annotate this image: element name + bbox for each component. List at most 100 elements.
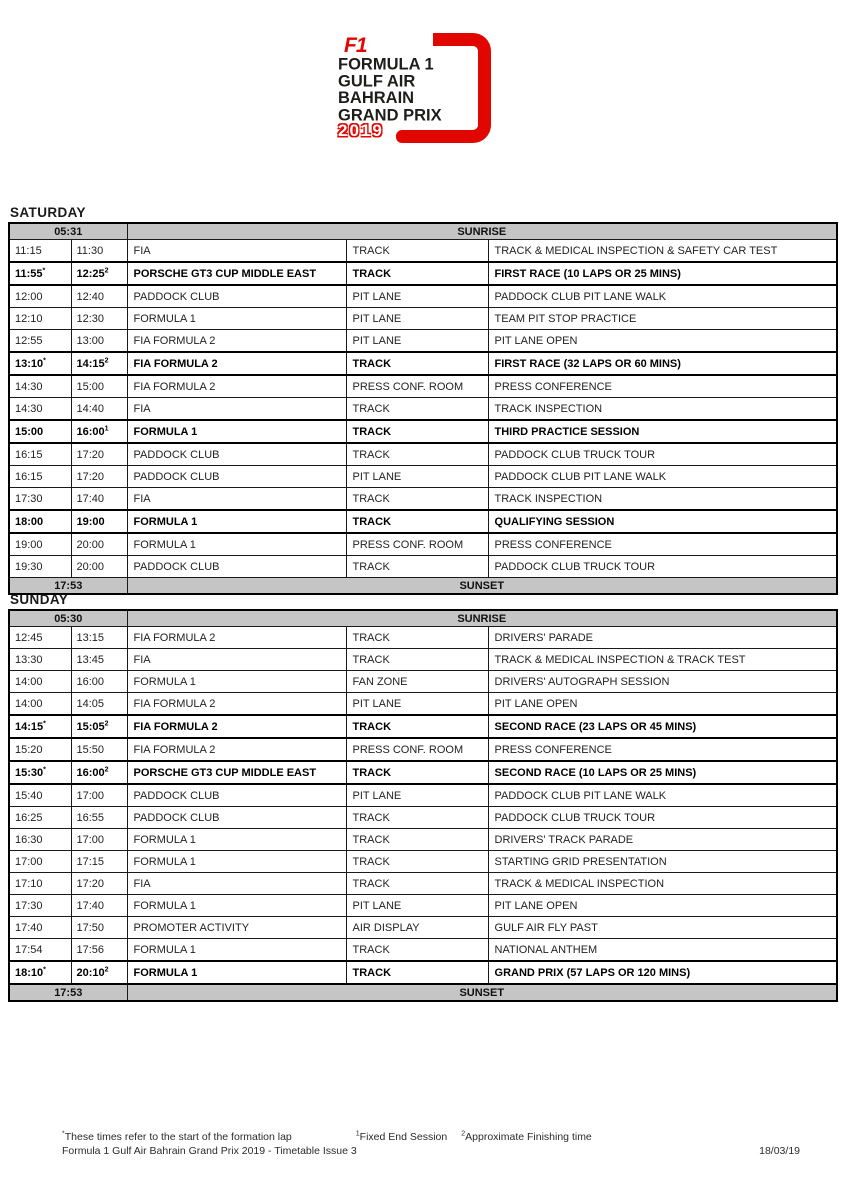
group-cell: FIA FORMULA 2 [126,692,347,716]
sunrise-row: 05:30 SUNRISE [8,609,838,627]
description-cell: PADDOCK CLUB PIT LANE WALK [487,284,838,308]
footnotes-line: *These times refer to the start of the f… [62,1131,800,1144]
description-cell: PADDOCK CLUB PIT LANE WALK [487,465,838,488]
timetable-row: 15:20 15:50 FIA FORMULA 2 PRESS CONF. ROOM P… [8,737,838,762]
end-time-cell: 12:252 [70,261,128,286]
end-time-cell: 17:00 [70,783,128,807]
description-cell: TRACK & MEDICAL INSPECTION & SAFETY CAR … [487,239,838,263]
end-time-cell: 14:152 [70,351,128,376]
location-cell: TRACK [345,648,489,671]
start-time-cell: 16:30 [8,828,72,851]
end-time-cell: 13:45 [70,648,128,671]
timetable-row: 13:30 13:45 FIA TRACK TRACK & MEDICAL INSPEC… [8,648,838,671]
start-time-cell: 14:00 [8,670,72,693]
start-time-cell: 12:45 [8,626,72,649]
group-cell: FORMULA 1 [126,938,347,962]
group-cell: PADDOCK CLUB [126,783,347,807]
sunset-row: 17:53 SUNSET [8,983,838,1002]
timetable-row: 17:00 17:15 FORMULA 1 TRACK STARTING GRID PR… [8,850,838,873]
event-title-line3: BAHRAIN [338,88,415,107]
description-cell: PIT LANE OPEN [487,692,838,716]
group-cell: FORMULA 1 [126,828,347,851]
description-cell: GRAND PRIX (57 LAPS OR 120 MINS) [487,960,838,985]
description-cell: QUALIFYING SESSION [487,509,838,534]
group-cell: FIA [126,872,347,895]
timetable-row: 16:15 17:20 PADDOCK CLUB TRACK PADDOCK CLUB … [8,442,838,466]
start-time-cell: 13:10* [8,351,72,376]
timetable-row: 14:15* 15:052 FIA FORMULA 2 TRACK SECOND RAC… [8,714,838,739]
timetable-row: 11:15 11:30 FIA TRACK TRACK & MEDICAL INSPEC… [8,239,838,263]
location-cell: TRACK [345,828,489,851]
start-time-cell: 17:30 [8,894,72,917]
description-cell: DRIVERS' TRACK PARADE [487,828,838,851]
location-cell: PIT LANE [345,692,489,716]
location-cell: PIT LANE [345,894,489,917]
timetable-row: 17:54 17:56 FORMULA 1 TRACK NATIONAL ANTHEM [8,938,838,962]
description-cell: TRACK INSPECTION [487,397,838,421]
location-cell: TRACK [345,239,489,263]
end-time-cell: 15:00 [70,374,128,398]
group-cell: FORMULA 1 [126,307,347,330]
description-cell: SECOND RACE (23 LAPS OR 45 MINS) [487,714,838,739]
group-cell: PROMOTER ACTIVITY [126,916,347,939]
end-time-cell: 17:50 [70,916,128,939]
day-title-saturday: SATURDAY [10,205,86,220]
location-cell: TRACK [345,442,489,466]
timetable-row: 13:10* 14:152 FIA FORMULA 2 TRACK FIRST RACE… [8,351,838,376]
group-cell: PORSCHE GT3 CUP MIDDLE EAST [126,261,347,286]
group-cell: FIA [126,239,347,263]
sunrise-label: SUNRISE [126,609,838,627]
timetable-row: 11:55* 12:252 PORSCHE GT3 CUP MIDDLE EAST T… [8,261,838,286]
location-cell: FAN ZONE [345,670,489,693]
timetable-row: 17:40 17:50 PROMOTER ACTIVITY AIR DISPLAY GU… [8,916,838,939]
timetable-row: 14:30 14:40 FIA TRACK TRACK INSPECTION [8,397,838,421]
saturday-section: SATURDAY 05:31 SUNRISE 11:15 11:30 FIA TRAC… [8,205,839,595]
footnote-approx-finish: 2Approximate Finishing time [461,1130,592,1144]
timetable-row: 16:30 17:00 FORMULA 1 TRACK DRIVERS' TRACK P… [8,828,838,851]
location-cell: PIT LANE [345,284,489,308]
end-time-cell: 17:20 [70,442,128,466]
timetable-row: 14:30 15:00 FIA FORMULA 2 PRESS CONF. ROOM P… [8,374,838,398]
group-cell: FIA [126,487,347,511]
end-time-cell: 12:30 [70,307,128,330]
description-cell: THIRD PRACTICE SESSION [487,419,838,444]
group-cell: FORMULA 1 [126,960,347,985]
description-cell: PADDOCK CLUB TRUCK TOUR [487,555,838,578]
event-logo: F1 FORMULA 1 GULF AIR BAHRAIN GRAND PRIX… [336,33,494,155]
location-cell: TRACK [345,261,489,286]
saturday-table: 05:31 SUNRISE 11:15 11:30 FIA TRACK TRACK & … [8,222,839,595]
location-cell: TRACK [345,555,489,578]
timetable-row: 14:00 16:00 FORMULA 1 FAN ZONE DRIVERS' AUTO… [8,670,838,693]
description-cell: PRESS CONFERENCE [487,532,838,556]
end-time-cell: 15:052 [70,714,128,739]
timetable-row: 12:45 13:15 FIA FORMULA 2 TRACK DRIVERS' PAR… [8,626,838,649]
timetable-row: 15:30* 16:002 PORSCHE GT3 CUP MIDDLE EAST T… [8,760,838,785]
group-cell: FIA FORMULA 2 [126,329,347,353]
end-time-cell: 17:00 [70,828,128,851]
start-time-cell: 12:00 [8,284,72,308]
location-cell: TRACK [345,351,489,376]
day-title-sunday: SUNDAY [10,592,69,607]
timetable-row: 17:10 17:20 FIA TRACK TRACK & MEDICAL INSPEC… [8,872,838,895]
timetable-row: 19:30 20:00 PADDOCK CLUB TRACK PADDOCK CLUB … [8,555,838,578]
end-time-cell: 16:001 [70,419,128,444]
start-time-cell: 14:15* [8,714,72,739]
sunset-time: 17:53 [8,577,128,595]
end-time-cell: 12:40 [70,284,128,308]
end-time-cell: 13:15 [70,626,128,649]
start-time-cell: 12:10 [8,307,72,330]
issue-date: 18/03/19 [759,1145,800,1157]
location-cell: TRACK [345,760,489,785]
description-cell: PIT LANE OPEN [487,329,838,353]
timetable-row: 17:30 17:40 FIA TRACK TRACK INSPECTION [8,487,838,511]
end-time-cell: 17:20 [70,872,128,895]
start-time-cell: 17:54 [8,938,72,962]
sunrise-time: 05:30 [8,609,128,627]
location-cell: TRACK [345,419,489,444]
group-cell: FIA FORMULA 2 [126,351,347,376]
start-time-cell: 11:15 [8,239,72,263]
sunday-section: SUNDAY 05:30 SUNRISE 12:45 13:15 FIA FORMU… [8,592,839,1002]
location-cell: TRACK [345,397,489,421]
location-cell: PIT LANE [345,307,489,330]
group-cell: FIA [126,648,347,671]
